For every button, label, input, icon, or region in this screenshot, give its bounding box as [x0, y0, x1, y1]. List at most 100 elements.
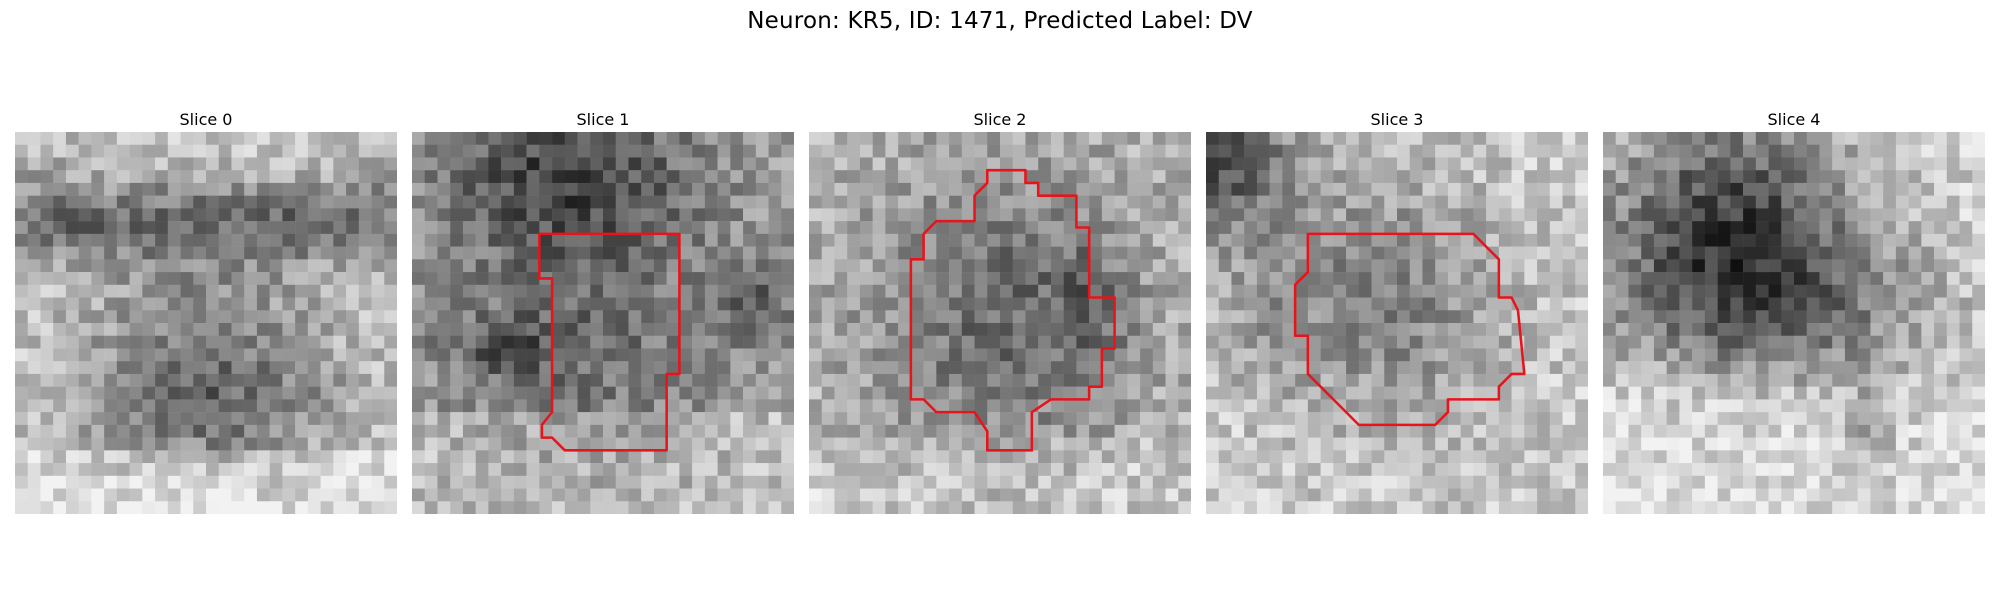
image-pixel [692, 233, 706, 247]
image-pixel [488, 475, 502, 489]
image-pixel [307, 144, 321, 158]
image-pixel [1641, 195, 1655, 209]
image-pixel [1806, 170, 1820, 184]
image-pixel [1089, 399, 1103, 413]
image-pixel [1549, 437, 1563, 451]
image-pixel [730, 170, 744, 184]
image-pixel [1307, 221, 1321, 235]
image-pixel [1231, 246, 1245, 260]
image-pixel [155, 437, 169, 451]
image-pixel [462, 182, 476, 196]
image-pixel [1679, 144, 1693, 158]
image-pixel [1409, 373, 1423, 387]
image-pixel [104, 475, 118, 489]
image-pixel [1806, 475, 1820, 489]
image-pixel [1371, 348, 1385, 362]
image-pixel [1447, 272, 1461, 286]
image-pixel [91, 259, 105, 273]
image-pixel [1460, 272, 1474, 286]
image-pixel [412, 195, 425, 209]
image-pixel [1206, 144, 1219, 158]
image-pixel [333, 501, 347, 514]
image-pixel [218, 284, 232, 298]
image-pixel [1857, 335, 1871, 349]
image-pixel [1333, 182, 1347, 196]
image-pixel [615, 310, 629, 324]
image-pixel [1101, 463, 1115, 477]
image-pixel [1269, 450, 1283, 464]
image-pixel [717, 182, 731, 196]
image-pixel [1946, 221, 1960, 235]
image-pixel [1666, 195, 1680, 209]
image-pixel [859, 170, 873, 184]
image-pixel [1460, 501, 1474, 514]
image-pixel [1549, 373, 1563, 387]
image-pixel [513, 157, 527, 171]
image-pixel [1089, 195, 1103, 209]
image-pixel [269, 157, 283, 171]
image-pixel [1012, 310, 1026, 324]
image-pixel [1346, 310, 1360, 324]
image-pixel [987, 259, 1001, 273]
image-pixel [859, 463, 873, 477]
image-pixel [167, 323, 181, 336]
image-pixel [1000, 182, 1013, 196]
image-pixel [1717, 323, 1731, 336]
image-pixel [1730, 284, 1744, 298]
image-pixel [1730, 144, 1744, 158]
image-pixel [1397, 488, 1410, 502]
image-pixel [1358, 501, 1372, 514]
image-pixel [1844, 221, 1858, 235]
image-pixel [1269, 246, 1283, 260]
image-pixel [155, 182, 169, 196]
image-pixel [53, 437, 67, 451]
image-pixel [898, 195, 912, 209]
image-pixel [1575, 323, 1588, 336]
image-pixel [1358, 132, 1372, 145]
image-pixel [1972, 475, 1985, 489]
image-pixel [590, 386, 604, 400]
image-pixel [1218, 323, 1232, 336]
image-pixel [1000, 424, 1013, 438]
image-pixel [1704, 259, 1718, 273]
image-pixel [628, 475, 642, 489]
image-pixel [552, 170, 566, 184]
image-pixel [1653, 170, 1667, 184]
image-pixel [1768, 157, 1782, 171]
image-pixel [1101, 284, 1115, 298]
image-pixel [1063, 450, 1077, 464]
image-pixel [1934, 373, 1948, 387]
image-pixel [1076, 259, 1090, 273]
image-pixel [1946, 157, 1960, 171]
image-pixel [1946, 424, 1960, 438]
image-pixel [1089, 182, 1103, 196]
image-pixel [424, 297, 438, 311]
image-pixel [987, 437, 1001, 451]
image-pixel [167, 399, 181, 413]
image-pixel [1921, 488, 1935, 502]
image-pixel [437, 475, 451, 489]
image-pixel [590, 361, 604, 375]
image-pixel [1603, 323, 1616, 336]
image-pixel [295, 208, 309, 222]
image-pixel [1447, 463, 1461, 477]
image-pixel [53, 335, 67, 349]
image-pixel [577, 450, 591, 464]
image-pixel [1641, 233, 1655, 247]
image-pixel [1781, 132, 1795, 145]
image-pixel [1152, 170, 1166, 184]
image-pixel [1409, 488, 1423, 502]
image-pixel [142, 221, 156, 235]
image-pixel [104, 323, 118, 336]
image-pixel [1218, 259, 1232, 273]
image-pixel [615, 463, 629, 477]
image-pixel [1883, 323, 1897, 336]
image-pixel [1409, 501, 1423, 514]
image-pixel [1140, 297, 1154, 311]
image-pixel [910, 373, 924, 387]
image-pixel [1127, 246, 1141, 260]
image-pixel [1794, 373, 1807, 387]
image-pixel [1320, 272, 1334, 286]
image-pixel [1679, 284, 1693, 298]
image-pixel [142, 323, 156, 336]
